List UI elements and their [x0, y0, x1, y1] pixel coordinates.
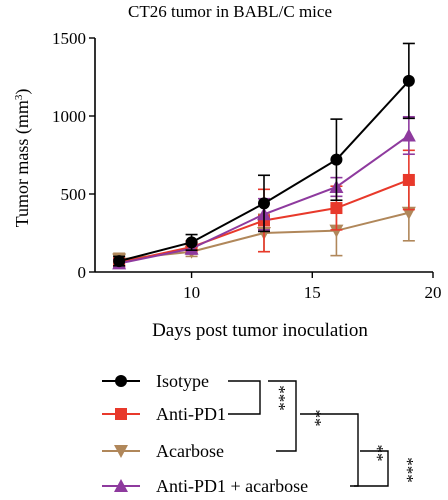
- legend-item: Acarbose: [102, 441, 224, 461]
- legend-item: Anti-PD1: [102, 404, 226, 424]
- y-tick-label: 1500: [52, 29, 86, 48]
- y-tick-label: 0: [78, 263, 87, 282]
- bracket-combo-acarbose: [354, 450, 389, 487]
- significance-label: **: [368, 445, 387, 462]
- data-point: [330, 153, 343, 166]
- y-axis-label: Tumor mass (mm3): [12, 89, 33, 228]
- legend-label: Isotype: [156, 371, 209, 391]
- legend-marker: [114, 445, 128, 458]
- significance-brackets: **********: [228, 380, 417, 487]
- data-point: [402, 173, 415, 186]
- legend-marker: [115, 408, 127, 420]
- legend-label: Anti-PD1 + acarbose: [156, 476, 308, 496]
- x-axis-label: Days post tumor inoculation: [152, 320, 368, 341]
- data-point: [258, 197, 270, 210]
- data-point: [402, 74, 415, 87]
- legend-marker: [115, 375, 127, 387]
- plot-area: [112, 42, 416, 270]
- data-point: [113, 255, 126, 268]
- legend-label: Acarbose: [156, 441, 224, 461]
- chart-title: CT26 tumor in BABL/C mice: [128, 2, 332, 21]
- x-tick-label: 20: [425, 283, 442, 302]
- significance-label: ***: [270, 385, 289, 411]
- legend-label: Anti-PD1: [156, 404, 226, 424]
- legend-item: Isotype: [102, 371, 209, 391]
- y-tick-label: 500: [61, 185, 87, 204]
- data-point: [185, 236, 198, 249]
- x-tick-label: 15: [304, 283, 321, 302]
- bracket-isotype-antipd1: [228, 380, 261, 415]
- bracket-isotype-acarbose: [268, 380, 297, 452]
- data-point: [401, 128, 416, 142]
- significance-label: **: [306, 410, 325, 427]
- tick-labels: 0 500 1000 1500 10 15 20: [52, 29, 442, 302]
- series-isotype: [113, 42, 415, 268]
- legend-item: Anti-PD1 + acarbose: [102, 476, 308, 496]
- y-tick-label: 1000: [52, 107, 86, 126]
- axes: [89, 37, 434, 278]
- legend: Isotype Anti-PD1 Acarbose Anti-PD1 + acarbo…: [102, 371, 308, 496]
- data-point: [329, 224, 344, 238]
- significance-label: ***: [398, 457, 417, 483]
- data-point: [330, 202, 343, 215]
- legend-marker: [114, 479, 128, 492]
- x-tick-label: 10: [183, 283, 200, 302]
